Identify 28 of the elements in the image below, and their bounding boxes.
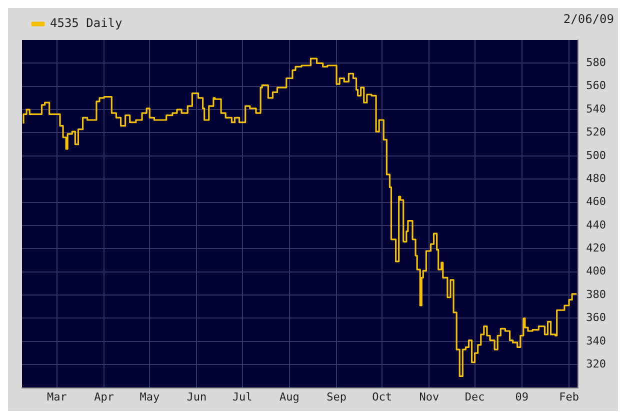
y-tick-label: 340: [586, 334, 606, 348]
x-tick-label: Oct: [372, 390, 392, 404]
y-tick-label: 380: [586, 288, 606, 301]
x-tick-label: Nov: [419, 390, 440, 404]
y-tick-label: 560: [586, 79, 606, 92]
x-tick-label: Mar: [47, 390, 68, 404]
x-tick-label: Jun: [186, 390, 207, 404]
y-tick-label: 440: [586, 218, 606, 232]
x-tick-label: Aug: [279, 390, 300, 404]
y-tick-label: 520: [586, 126, 606, 139]
y-tick-label: 360: [586, 311, 606, 324]
x-tick-label: Jul: [232, 390, 252, 404]
y-tick-label: 500: [586, 148, 606, 162]
y-tick-label: 420: [586, 242, 606, 255]
x-tick-label: Apr: [94, 390, 114, 404]
y-tick-label: 480: [586, 172, 606, 185]
text: 2/06/09: [563, 12, 614, 26]
x-tick-label: Sep: [326, 390, 346, 404]
x-tick-label: Dec: [464, 390, 485, 404]
y-tick-label: 400: [586, 264, 606, 278]
x-tick-label: Feb: [559, 390, 579, 404]
y-tick-label: 540: [586, 102, 606, 116]
y-tick-label: 460: [586, 195, 606, 208]
x-tick-label: May: [140, 390, 160, 404]
legend-label: 4535 Daily: [50, 16, 122, 30]
y-tick-label: 580: [586, 56, 606, 70]
y-tick-label: 320: [586, 357, 606, 370]
x-tick-label: 09: [515, 390, 529, 404]
